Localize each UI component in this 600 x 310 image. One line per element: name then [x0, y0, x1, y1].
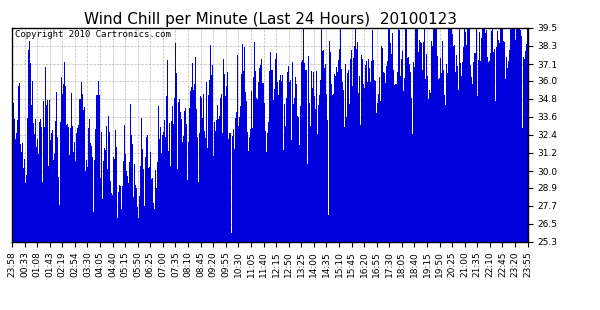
Text: Copyright 2010 Cartronics.com: Copyright 2010 Cartronics.com	[14, 30, 170, 39]
Title: Wind Chill per Minute (Last 24 Hours)  20100123: Wind Chill per Minute (Last 24 Hours) 20…	[83, 12, 457, 27]
